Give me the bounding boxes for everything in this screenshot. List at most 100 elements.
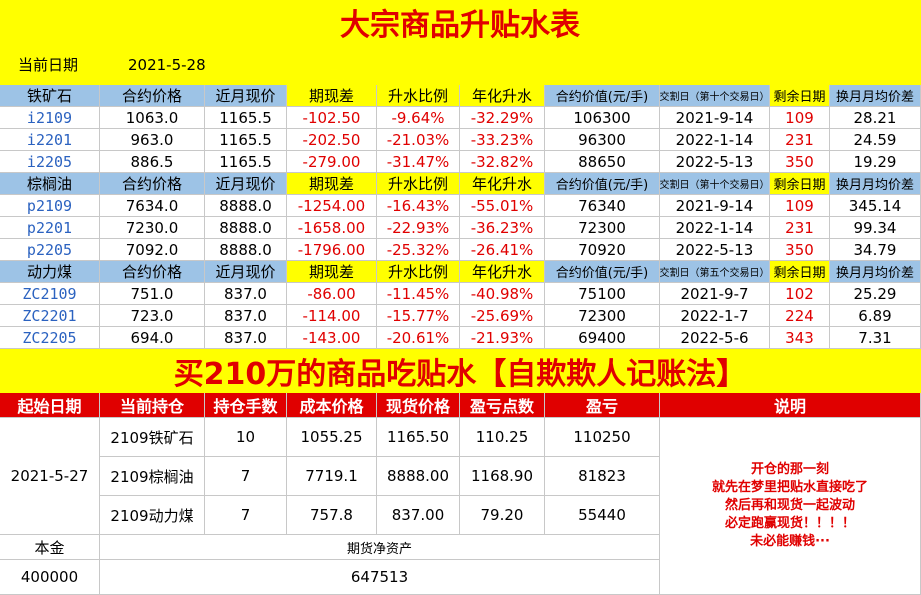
table-cell: 75100 — [545, 283, 660, 305]
table-cell: -202.50 — [287, 129, 377, 151]
section-title: 买210万的商品吃贴水【自欺欺人记账法】 — [0, 349, 921, 393]
table-cell: -1658.00 — [287, 217, 377, 239]
table-cell: 6.89 — [830, 305, 921, 327]
column-header: 现货价格 — [377, 393, 460, 418]
table-cell: 1165.50 — [377, 418, 460, 457]
column-header: 期现差 — [287, 173, 377, 195]
note-line: 必定跑赢现货！！！！ — [724, 516, 855, 531]
table-cell: 757.8 — [287, 496, 377, 535]
table-cell: 7 — [205, 457, 287, 496]
column-header: 说明 — [660, 393, 921, 418]
table-cell: 7 — [205, 496, 287, 535]
table-cell: -114.00 — [287, 305, 377, 327]
table-cell: 2109铁矿石 — [100, 418, 205, 457]
table-cell: 19.29 — [830, 151, 921, 173]
table-cell: 886.5 — [100, 151, 205, 173]
table-cell: 7230.0 — [100, 217, 205, 239]
column-header: 合约价值(元/手) — [545, 85, 660, 107]
table-cell: 2109动力煤 — [100, 496, 205, 535]
table-cell: 109 — [770, 195, 830, 217]
column-header: 铁矿石 — [0, 85, 100, 107]
table-cell: 2022-5-6 — [660, 327, 770, 349]
table-cell: -21.93% — [460, 327, 545, 349]
column-header: 当前持仓 — [100, 393, 205, 418]
column-header: 合约价格 — [100, 261, 205, 283]
table-cell: 10 — [205, 418, 287, 457]
table-cell: -25.69% — [460, 305, 545, 327]
note-line: 就先在梦里把贴水直接吃了 — [711, 480, 868, 495]
table-cell: p2205 — [0, 239, 100, 261]
table-cell: -31.47% — [377, 151, 460, 173]
table-cell: -9.64% — [377, 107, 460, 129]
table-cell: -36.23% — [460, 217, 545, 239]
table-cell: -86.00 — [287, 283, 377, 305]
column-header: 近月现价 — [205, 173, 287, 195]
table-cell: 88650 — [545, 151, 660, 173]
table-cell: i2205 — [0, 151, 100, 173]
table-cell: 96300 — [545, 129, 660, 151]
column-header: 年化升水 — [460, 173, 545, 195]
table-cell: -143.00 — [287, 327, 377, 349]
table-cell: -102.50 — [287, 107, 377, 129]
column-header: 交割日（第十个交易日） — [660, 173, 770, 195]
table-cell: ZC2201 — [0, 305, 100, 327]
column-header: 换月月均价差 — [830, 173, 921, 195]
note-line: 然后再和现货一起波动 — [724, 498, 855, 513]
table-cell: 1063.0 — [100, 107, 205, 129]
table-cell: 2109棕榈油 — [100, 457, 205, 496]
sheet-title: 大宗商品升贴水表 — [0, 0, 921, 45]
table-cell: -279.00 — [287, 151, 377, 173]
table-cell: 69400 — [545, 327, 660, 349]
table-cell: 8888.00 — [377, 457, 460, 496]
table-cell: 102 — [770, 283, 830, 305]
table-cell: 2022-1-14 — [660, 129, 770, 151]
column-header: 交割日（第五个交易日） — [660, 261, 770, 283]
table-cell: 231 — [770, 217, 830, 239]
table-cell: -33.23% — [460, 129, 545, 151]
column-header: 近月现价 — [205, 261, 287, 283]
column-header: 合约价值(元/手) — [545, 173, 660, 195]
table-cell: -1254.00 — [287, 195, 377, 217]
table-cell: -26.41% — [460, 239, 545, 261]
column-header: 近月现价 — [205, 85, 287, 107]
table-cell: 2022-5-13 — [660, 239, 770, 261]
column-header: 升水比例 — [377, 173, 460, 195]
table-cell: 2021-9-7 — [660, 283, 770, 305]
column-header: 换月月均价差 — [830, 261, 921, 283]
table-cell: 1165.5 — [205, 107, 287, 129]
table-cell: 8888.0 — [205, 217, 287, 239]
table-cell: -16.43% — [377, 195, 460, 217]
table-cell: 8888.0 — [205, 195, 287, 217]
principal-label: 本金 — [0, 535, 100, 560]
table-cell: 99.34 — [830, 217, 921, 239]
table-cell: 24.59 — [830, 129, 921, 151]
column-header: 年化升水 — [460, 261, 545, 283]
table-cell: 343 — [770, 327, 830, 349]
column-header: 剩余日期 — [770, 261, 830, 283]
table-cell: -32.29% — [460, 107, 545, 129]
table-cell: 694.0 — [100, 327, 205, 349]
table-cell: -40.98% — [460, 283, 545, 305]
table-cell: 2022-5-13 — [660, 151, 770, 173]
column-header: 合约价格 — [100, 85, 205, 107]
column-header: 持仓手数 — [205, 393, 287, 418]
column-header: 棕榈油 — [0, 173, 100, 195]
column-header: 换月月均价差 — [830, 85, 921, 107]
table-cell: 7719.1 — [287, 457, 377, 496]
net-asset-label: 期货净资产 — [100, 535, 660, 560]
column-header: 剩余日期 — [770, 173, 830, 195]
table-cell: 345.14 — [830, 195, 921, 217]
table-cell: 72300 — [545, 217, 660, 239]
table-cell: -55.01% — [460, 195, 545, 217]
table-cell: i2201 — [0, 129, 100, 151]
table-cell: 837.0 — [205, 327, 287, 349]
column-header: 成本价格 — [287, 393, 377, 418]
table-cell: 7092.0 — [100, 239, 205, 261]
table-cell: p2109 — [0, 195, 100, 217]
table-cell: 837.0 — [205, 283, 287, 305]
table-cell: 837.00 — [377, 496, 460, 535]
table-cell: 7634.0 — [100, 195, 205, 217]
table-cell: 2021-9-14 — [660, 195, 770, 217]
table-cell: 106300 — [545, 107, 660, 129]
